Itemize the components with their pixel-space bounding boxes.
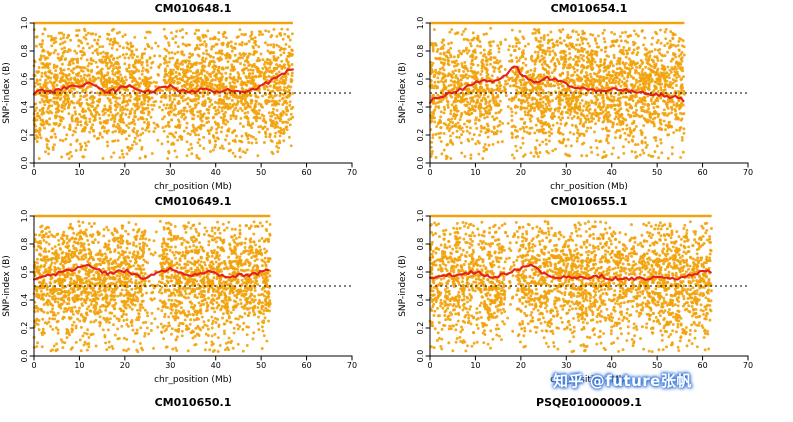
snp-index-scatter-chart xyxy=(0,210,396,386)
next-row-partial: CM010650.1 PSQE01000009.1 xyxy=(0,386,793,411)
chart-title: CM010655.1 xyxy=(550,195,628,208)
chart-title: CM010649.1 xyxy=(154,195,232,208)
chart-title-partial: CM010650.1 xyxy=(154,396,232,409)
chart-title-partial: PSQE01000009.1 xyxy=(536,396,642,409)
chart-title: CM010648.1 xyxy=(154,2,232,15)
chart-grid: CM010648.1 CM010654.1 CM010649.1 CM01065… xyxy=(0,0,792,386)
zhihu-watermark: 知乎 @future张帆 xyxy=(553,372,692,390)
chart-panel: CM010654.1 xyxy=(396,0,792,193)
chart-panel: CM010649.1 xyxy=(0,193,396,386)
snp-index-scatter-chart xyxy=(396,17,792,193)
snp-index-scatter-chart xyxy=(396,210,792,386)
chart-title: CM010654.1 xyxy=(550,2,628,15)
chart-panel: CM010655.1 xyxy=(396,193,792,386)
snp-index-scatter-chart xyxy=(0,17,396,193)
chart-panel: CM010648.1 xyxy=(0,0,396,193)
